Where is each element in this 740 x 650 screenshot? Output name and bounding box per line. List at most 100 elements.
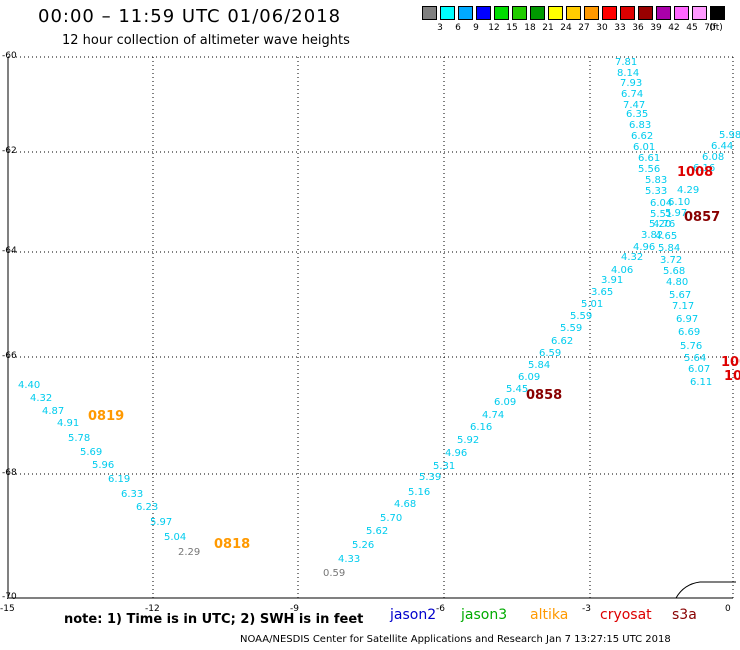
wave-height-label: 6.59 bbox=[539, 348, 561, 359]
wave-height-label: 4.74 bbox=[482, 410, 504, 421]
wave-height-label: 6.61 bbox=[638, 153, 660, 164]
scale-label: 27 bbox=[578, 23, 590, 33]
longitude-label: -3 bbox=[582, 604, 591, 614]
scale-swatch bbox=[458, 6, 473, 20]
wave-height-label: 5.78 bbox=[68, 433, 90, 444]
track-layer: 4.40 4.32 4.874.91 5.78 5.69 5.96 6.19 6.33 6.23… bbox=[18, 57, 740, 579]
longitude-label: -9 bbox=[290, 604, 299, 614]
latitude-label: -60 bbox=[2, 51, 17, 61]
wave-height-label: 5.59 bbox=[570, 311, 592, 322]
scale-swatch bbox=[566, 6, 581, 20]
wave-height-label: 5.33 bbox=[645, 186, 667, 197]
wave-height-label: 7.81 bbox=[615, 57, 637, 68]
wave-height-label: 6.44 bbox=[711, 141, 733, 152]
wave-height-label: 5.97 bbox=[150, 517, 172, 528]
wave-height-label: 5.92 bbox=[457, 435, 479, 446]
scale-label: 39 bbox=[650, 23, 662, 33]
wave-height-label: 5.96 bbox=[92, 460, 114, 471]
wave-height-label: 5.01 bbox=[581, 299, 603, 310]
scale-unit-label: (ft) bbox=[709, 23, 723, 33]
wave-height-label: 6.08 bbox=[702, 152, 724, 163]
wave-height-label: 5.56 bbox=[638, 164, 660, 175]
wave-height-label: 4.65 bbox=[655, 231, 677, 242]
wave-height-label: 5.67 bbox=[669, 290, 691, 301]
wave-height-label: 6.16 bbox=[470, 422, 492, 433]
wave-height-label: 5.69 bbox=[80, 447, 102, 458]
wave-height-label: 6.62 bbox=[551, 336, 573, 347]
wave-height-label: 5.76 bbox=[680, 341, 702, 352]
wave-height-label: 5.84 bbox=[528, 360, 550, 371]
wave-height-label: 6.09 bbox=[494, 397, 516, 408]
wave-height-label: 5.84 bbox=[658, 243, 680, 254]
latitude-label: -68 bbox=[2, 468, 17, 478]
wave-height-label: 2.29 bbox=[178, 547, 200, 558]
latitude-label: -66 bbox=[2, 351, 17, 361]
wave-height-label: 3.72 bbox=[660, 255, 682, 266]
scale-label: 18 bbox=[524, 23, 536, 33]
wave-height-label: 5.98 bbox=[719, 130, 740, 141]
wave-height-label: 4.80 bbox=[666, 277, 688, 288]
pass-time-label: 0857 bbox=[684, 210, 720, 225]
wave-height-label: 6.69 bbox=[678, 327, 700, 338]
wave-height-label: 6.62 bbox=[631, 131, 653, 142]
scale-label: 24 bbox=[560, 23, 572, 33]
wave-height-label: 6.19 bbox=[108, 474, 130, 485]
scale-swatch bbox=[674, 6, 689, 20]
wave-height-label: 5.83 bbox=[645, 175, 667, 186]
wave-height-label: 4.96 bbox=[633, 242, 655, 253]
latitude-label: -70 bbox=[2, 592, 17, 602]
scale-swatch bbox=[620, 6, 635, 20]
wave-height-label: 5.62 bbox=[366, 526, 388, 537]
pass-time-label: 0818 bbox=[214, 537, 250, 552]
wave-height-label: 6.07 bbox=[688, 364, 710, 375]
wave-height-label: 4.29 bbox=[677, 185, 699, 196]
wave-height-label: 4.76 bbox=[653, 219, 675, 230]
map-subtitle: 12 hour collection of altimeter wave hei… bbox=[62, 33, 350, 48]
wave-height-label: 4.06 bbox=[611, 265, 633, 276]
pass-time-label: 1008 bbox=[677, 165, 713, 180]
coastline-path bbox=[675, 581, 736, 599]
longitude-label: -6 bbox=[436, 604, 445, 614]
scale-label: 6 bbox=[455, 23, 461, 33]
wave-height-label: 4.68 bbox=[394, 499, 416, 510]
wave-height-label: 5.16 bbox=[408, 487, 430, 498]
wave-height-label: 4.32 bbox=[30, 393, 52, 404]
coastline bbox=[675, 581, 736, 599]
wave-height-label: 6.04 bbox=[650, 198, 672, 209]
scale-swatch bbox=[584, 6, 599, 20]
wave-height-label: 4.96 bbox=[445, 448, 467, 459]
wave-height-label: 0.59 bbox=[323, 568, 345, 579]
scale-swatch bbox=[656, 6, 671, 20]
scale-swatch bbox=[476, 6, 491, 20]
wave-height-label: 5.70 bbox=[380, 513, 402, 524]
legend-s3a: s3a bbox=[672, 607, 697, 623]
wave-height-label: 5.31 bbox=[433, 461, 455, 472]
wave-height-label: 7.47 bbox=[623, 100, 645, 111]
wave-height-label: 5.39 bbox=[419, 472, 441, 483]
scale-swatch bbox=[422, 6, 437, 20]
wave-height-label: 3.91 bbox=[601, 275, 623, 286]
wave-height-label: 4.87 bbox=[42, 406, 64, 417]
wave-height-label: 6.01 bbox=[633, 142, 655, 153]
wave-height-label: 6.16 bbox=[693, 163, 715, 174]
scale-label: 12 bbox=[488, 23, 500, 33]
scale-label: 33 bbox=[614, 23, 626, 33]
scale-swatch bbox=[440, 6, 455, 20]
scale-swatch bbox=[638, 6, 653, 20]
wave-height-label: 5.04 bbox=[164, 532, 186, 543]
longitude-label: -15 bbox=[0, 604, 15, 614]
wave-height-label: 6.11 bbox=[690, 377, 712, 388]
wave-height-label: 5.97 bbox=[665, 208, 687, 219]
wave-height-label: 4.40 bbox=[18, 380, 40, 391]
scale-label: 45 bbox=[686, 23, 698, 33]
scale-label: 36 bbox=[632, 23, 644, 33]
wave-height-label: 6.83 bbox=[629, 120, 651, 131]
scale-swatch bbox=[602, 6, 617, 20]
wave-height-label: 6.33 bbox=[121, 489, 143, 500]
wave-height-label: 6.09 bbox=[518, 372, 540, 383]
wave-height-label: 8.14 bbox=[617, 68, 639, 79]
longitude-label: -12 bbox=[145, 604, 160, 614]
scale-label: 21 bbox=[542, 23, 554, 33]
